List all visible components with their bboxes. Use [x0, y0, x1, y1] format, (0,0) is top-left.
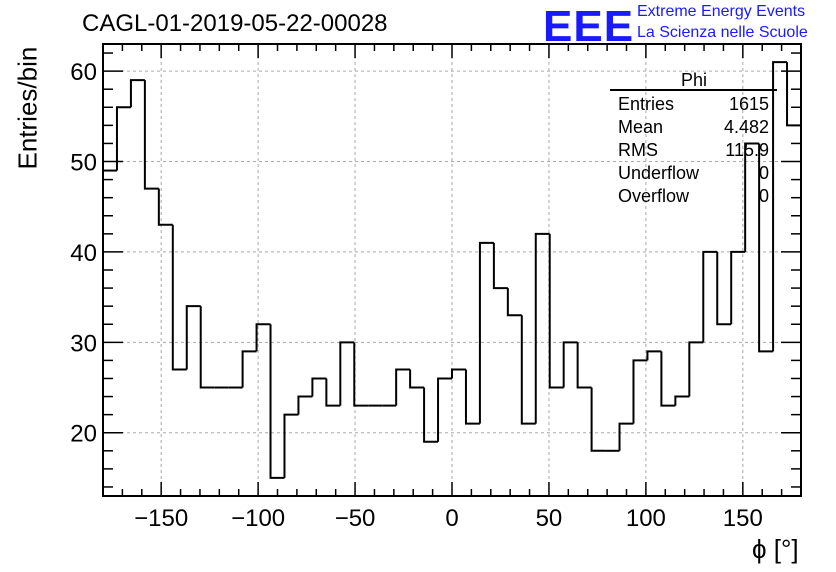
- histogram-bin: [269, 324, 285, 479]
- x-tick-label: 150: [723, 505, 763, 532]
- histogram-bin: [311, 377, 327, 397]
- stats-box: Phi Entries 1615 Mean 4.482 RMS 115.9 Underflow…: [610, 70, 777, 206]
- x-axis-label: ϕ [°]: [752, 534, 799, 564]
- histogram-bin: [744, 142, 760, 252]
- stats-row-value: 0: [759, 163, 769, 183]
- histogram-bin: [423, 387, 439, 443]
- histogram-bin: [339, 341, 355, 406]
- logo-line-1: Extreme Energy Events: [637, 3, 806, 20]
- histogram-bin: [506, 288, 522, 317]
- eee-logo: EEE: [543, 2, 635, 51]
- stats-row-label: Underflow: [618, 163, 700, 183]
- histogram-bin: [660, 351, 676, 407]
- histogram-bin: [478, 241, 494, 424]
- logo-line-2: La Scienza nelle Scuole: [637, 24, 808, 41]
- histogram-bin: [171, 224, 187, 371]
- histogram-bin: [409, 369, 425, 389]
- chart-title: CAGL-01-2019-05-22-00028: [82, 10, 388, 37]
- y-tick-label: 20: [70, 421, 97, 448]
- histogram-bin: [646, 350, 662, 361]
- histogram-bin: [702, 250, 718, 343]
- histogram-bin: [199, 306, 215, 389]
- histogram-bin: [255, 323, 271, 352]
- histogram-bin: [576, 342, 592, 389]
- histogram-bin: [185, 305, 201, 370]
- y-axis-ticks: 20 30 40 50 60: [70, 52, 801, 488]
- histogram-bin: [437, 377, 452, 442]
- histogram-bin: [730, 250, 746, 325]
- histogram-bin: [562, 341, 578, 388]
- histogram-bin: [590, 387, 606, 452]
- histogram-bin: [492, 242, 508, 290]
- y-tick-label: 40: [70, 240, 97, 267]
- stats-row-value: 1615: [729, 94, 769, 114]
- histogram-bin: [772, 61, 788, 352]
- stats-row-label: Entries: [618, 94, 674, 114]
- y-tick-label: 30: [70, 330, 97, 357]
- histogram-bin: [534, 232, 550, 424]
- x-tick-label: −50: [335, 505, 376, 532]
- histogram-bin: [688, 341, 704, 397]
- histogram-bin: [758, 143, 774, 353]
- histogram-bin: [283, 413, 299, 478]
- stats-title: Phi: [681, 70, 707, 90]
- grid-lines: [103, 44, 801, 496]
- histogram-bin: [548, 233, 564, 389]
- x-tick-label: 50: [536, 505, 563, 532]
- histogram-bin: [129, 79, 145, 108]
- stats-row-value: 115.9: [725, 140, 769, 160]
- histogram-bin: [674, 395, 690, 406]
- y-axis-label: Entries/bin: [12, 46, 43, 170]
- y-tick-label: 60: [70, 59, 97, 86]
- histogram-bin: [353, 342, 369, 407]
- stats-row-label: Mean: [618, 117, 663, 137]
- histogram-bin: [464, 369, 480, 425]
- histogram-bin: [618, 422, 634, 451]
- x-axis-ticks: −150 −100 −50 0 50 100 150: [121, 44, 783, 532]
- histogram-bin: [157, 188, 173, 226]
- histogram-bars: [103, 61, 801, 479]
- histogram-bin: [395, 368, 411, 406]
- stats-row-label: RMS: [618, 140, 658, 160]
- histogram-bin: [520, 315, 536, 425]
- histogram-bin: [451, 368, 466, 379]
- stats-row-label: Overflow: [618, 186, 690, 206]
- histogram-bin: [297, 395, 313, 415]
- histogram-bin: [143, 80, 159, 190]
- histogram-bin: [115, 106, 131, 171]
- x-tick-label: 100: [626, 505, 666, 532]
- histogram-bin: [716, 251, 732, 326]
- histogram-bin: [632, 359, 648, 424]
- histogram-bin: [241, 350, 257, 388]
- stats-row-value: 0: [759, 186, 769, 206]
- y-tick-label: 50: [70, 150, 97, 177]
- x-tick-label: −150: [134, 505, 188, 532]
- x-tick-label: 0: [445, 505, 458, 532]
- histogram-bin: [325, 378, 341, 407]
- stats-row-value: 4.482: [724, 117, 769, 137]
- x-tick-label: −100: [231, 505, 285, 532]
